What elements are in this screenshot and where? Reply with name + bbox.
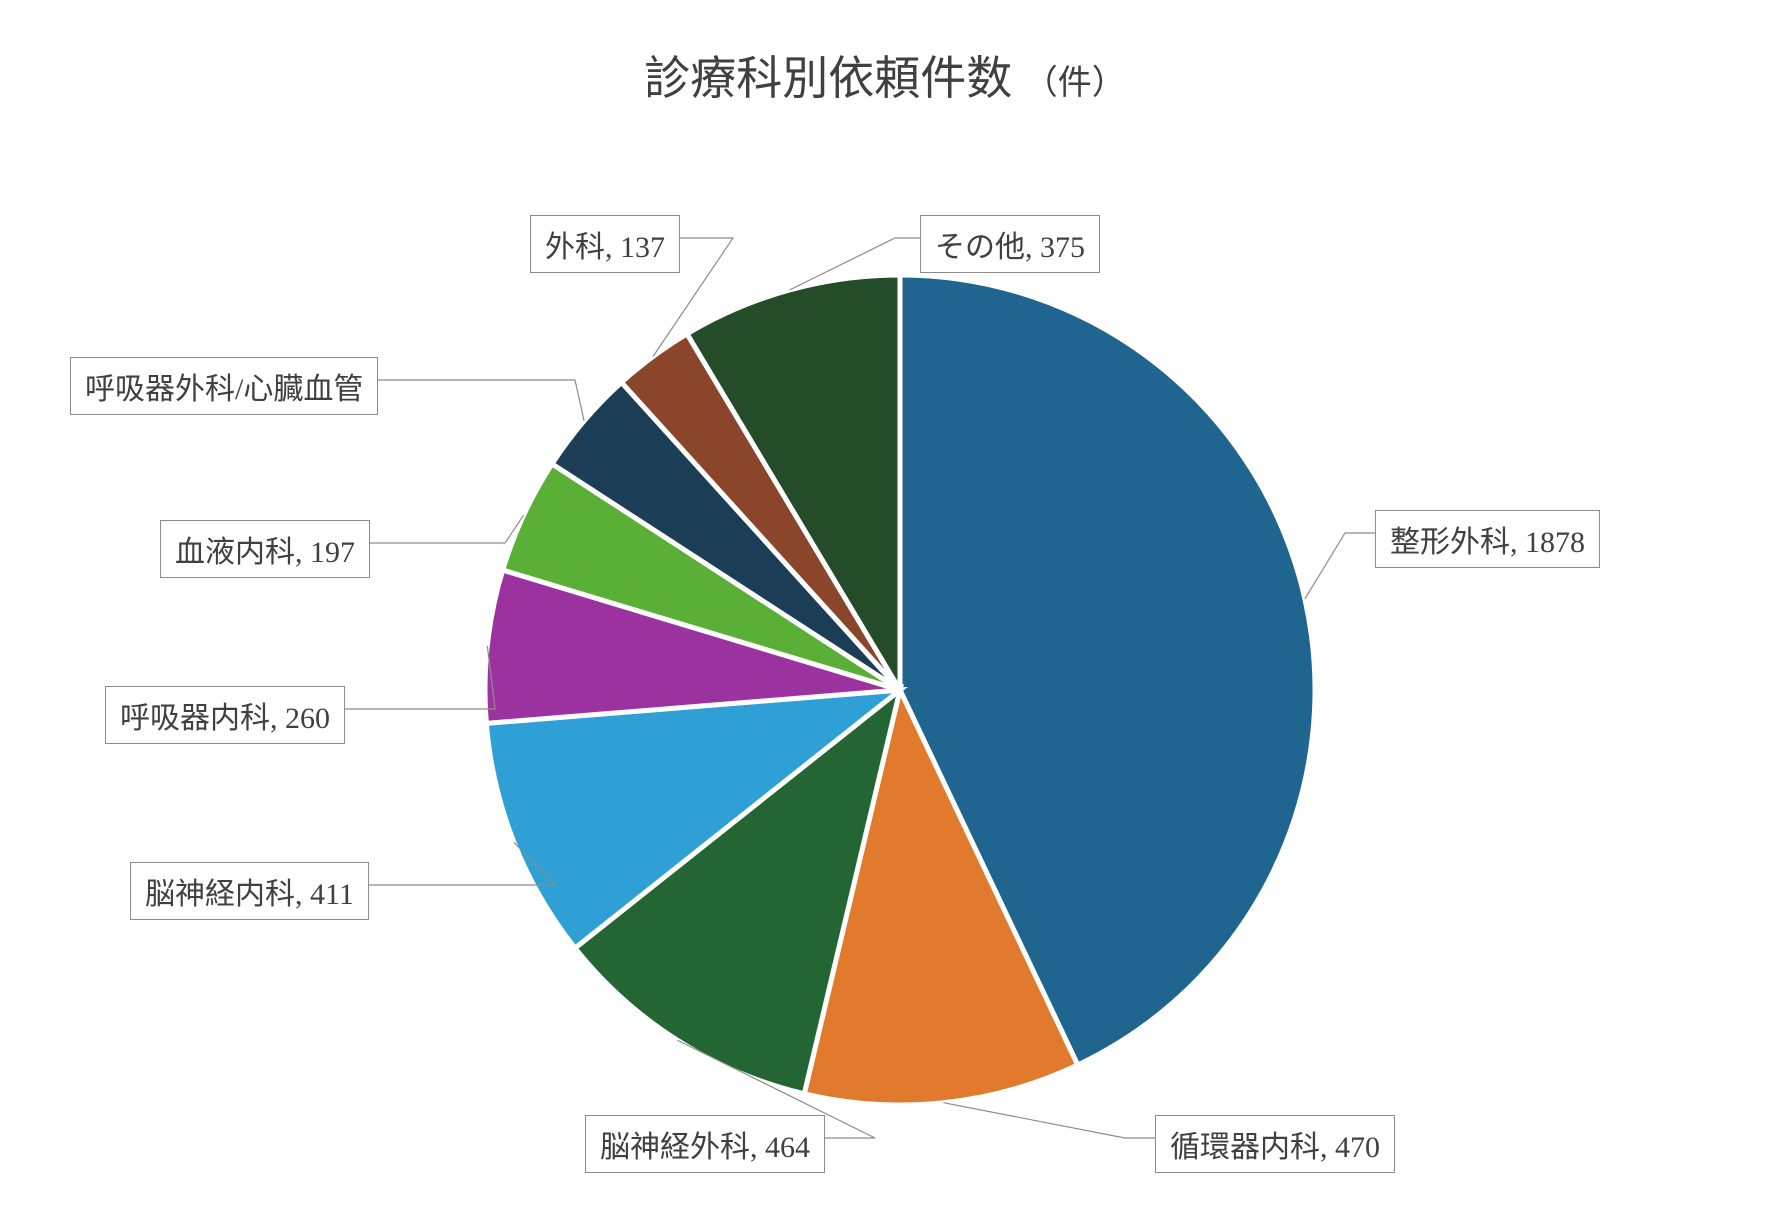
pie-leader-line (370, 515, 524, 543)
pie-label-name: 整形外科 (1390, 526, 1510, 559)
pie-label-value: 1878 (1525, 526, 1585, 559)
pie-label: 整形外科, 1878 (1375, 510, 1600, 568)
pie-label-separator: , (750, 1131, 765, 1164)
pie-chart-container: 診療科別依頼件数 （件） 整形外科, 1878循環器内科, 470脳神経外科, … (0, 0, 1770, 1213)
pie-label: 脳神経内科, 411 (130, 862, 369, 920)
pie-label-name: 循環器内科 (1170, 1131, 1320, 1164)
pie-chart-svg (0, 0, 1770, 1213)
pie-label: その他, 375 (920, 215, 1100, 273)
pie-label-separator: , (1510, 526, 1525, 559)
pie-label-separator: , (295, 536, 310, 569)
pie-label-value: 411 (310, 878, 354, 911)
pie-label-separator: , (295, 878, 310, 911)
pie-label-separator: , (1320, 1131, 1335, 1164)
pie-label-name: 脳神経内科 (145, 878, 295, 911)
pie-label: 血液内科, 197 (160, 520, 370, 578)
pie-label-name: その他 (935, 231, 1025, 264)
pie-label: 脳神経外科, 464 (585, 1115, 825, 1173)
pie-label-separator: , (270, 702, 285, 735)
pie-label-value: 464 (765, 1131, 810, 1164)
pie-label-name: 呼吸器内科 (120, 702, 270, 735)
pie-label-name: 外科 (545, 231, 605, 264)
pie-label-value: 470 (1335, 1131, 1380, 1164)
pie-label-name: 血液内科 (175, 536, 295, 569)
pie-leader-line (1305, 533, 1375, 599)
pie-label-value: 260 (285, 702, 330, 735)
pie-label: 外科, 137 (530, 215, 680, 273)
pie-label-separator: , (1025, 231, 1040, 264)
pie-label: 呼吸器外科/心臓血管 (70, 357, 378, 415)
pie-leader-line (943, 1103, 1155, 1138)
pie-label-value: 137 (620, 231, 665, 264)
pie-label-separator: , (605, 231, 620, 264)
pie-leader-line (378, 380, 584, 421)
pie-label: 呼吸器内科, 260 (105, 686, 345, 744)
pie-label: 循環器内科, 470 (1155, 1115, 1395, 1173)
pie-leader-line (345, 646, 495, 709)
pie-label-name: 呼吸器外科/心臓血管 (85, 373, 363, 406)
pie-label-value: 375 (1040, 231, 1085, 264)
pie-label-name: 脳神経外科 (600, 1131, 750, 1164)
pie-label-value: 197 (310, 536, 355, 569)
